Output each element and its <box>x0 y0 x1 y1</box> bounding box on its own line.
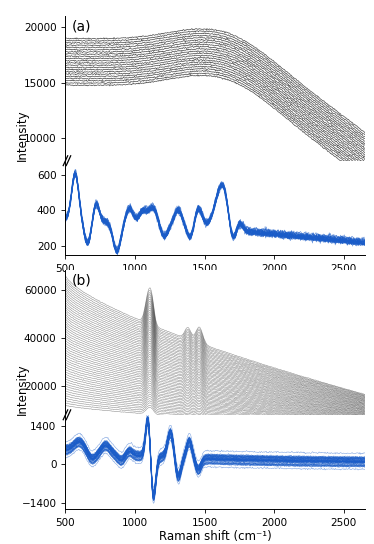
X-axis label: Raman shift (cm⁻¹): Raman shift (cm⁻¹) <box>159 530 272 543</box>
Text: Intensity: Intensity <box>16 364 29 415</box>
Text: Intensity: Intensity <box>16 110 29 161</box>
Text: (a): (a) <box>71 19 91 33</box>
Text: (b): (b) <box>71 273 91 287</box>
X-axis label: Raman shift (cm⁻¹): Raman shift (cm⁻¹) <box>159 276 272 289</box>
